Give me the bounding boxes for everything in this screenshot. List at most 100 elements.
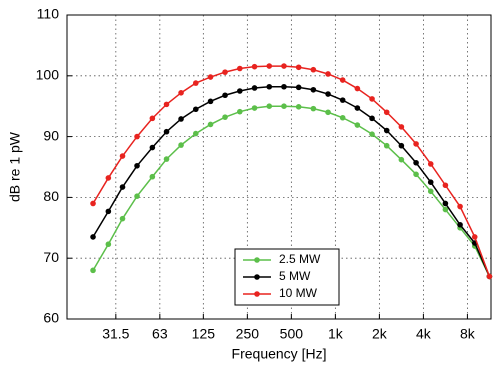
data-point <box>457 203 463 210</box>
data-point <box>369 96 375 102</box>
data-point <box>339 97 346 103</box>
y-tick-label: 110 <box>37 6 60 22</box>
data-point <box>207 121 214 128</box>
x-axis-label: Frequency [Hz] <box>232 346 327 362</box>
data-point <box>442 206 449 213</box>
data-point <box>427 188 434 195</box>
data-point <box>237 65 243 72</box>
legend-marker <box>254 274 260 280</box>
data-point <box>178 142 184 148</box>
data-point <box>354 105 361 111</box>
data-point <box>105 241 112 248</box>
series-line <box>92 85 491 277</box>
data-point <box>251 105 258 111</box>
data-point <box>192 106 199 113</box>
data-point <box>369 115 375 122</box>
data-point <box>192 130 199 137</box>
data-point <box>178 90 184 96</box>
x-tick-label: 63 <box>152 326 168 342</box>
data-point <box>105 208 112 215</box>
plot-frame <box>66 14 492 320</box>
data-point <box>281 63 287 69</box>
data-point <box>383 127 390 134</box>
y-tick-label: 100 <box>36 67 60 83</box>
data-point <box>149 144 156 151</box>
data-point <box>325 71 331 77</box>
x-tick-label: 125 <box>192 326 216 342</box>
data-point <box>383 142 390 149</box>
data-point <box>237 108 243 115</box>
data-point <box>427 179 434 185</box>
data-point <box>105 175 112 181</box>
legend-marker <box>254 291 260 297</box>
x-tick-label: 1k <box>328 326 344 342</box>
data-point <box>266 103 273 109</box>
data-point <box>222 92 228 99</box>
data-point <box>295 84 302 91</box>
data-point <box>383 109 390 116</box>
data-point <box>427 161 434 167</box>
y-tick-label: 90 <box>43 127 59 143</box>
y-axis-label: dB re 1 pW <box>7 131 23 202</box>
y-tick-label: 80 <box>43 188 59 204</box>
data-point <box>119 184 126 190</box>
data-point <box>413 171 419 178</box>
data-point <box>134 162 140 169</box>
data-point <box>222 114 228 120</box>
data-point <box>310 66 317 73</box>
data-point <box>90 267 96 274</box>
data-point <box>90 200 96 207</box>
data-point <box>281 83 287 90</box>
data-point <box>339 114 346 121</box>
x-tick-label: 500 <box>280 326 304 342</box>
data-point <box>325 91 331 97</box>
data-point <box>207 98 214 105</box>
data-point <box>413 141 419 147</box>
data-point <box>163 156 170 162</box>
data-point <box>295 104 302 110</box>
data-point <box>281 103 287 109</box>
legend-label: 10 MW <box>279 286 318 300</box>
data-point <box>251 63 258 70</box>
data-point <box>442 182 449 189</box>
legend-marker <box>254 257 260 263</box>
data-point <box>178 116 184 122</box>
data-point <box>442 200 449 207</box>
data-point <box>310 105 317 112</box>
legend-label: 2.5 MW <box>279 252 321 266</box>
data-point <box>398 142 405 149</box>
data-point <box>207 74 214 80</box>
x-tick-label: 250 <box>236 326 260 342</box>
data-point <box>149 173 156 180</box>
data-point <box>163 128 170 135</box>
data-point <box>266 83 273 90</box>
data-point <box>134 193 140 199</box>
data-point <box>457 221 463 228</box>
data-point <box>295 64 302 71</box>
x-tick-label: 4k <box>416 326 432 342</box>
series-line <box>92 65 491 277</box>
x-tick-label: 31.5 <box>102 326 129 342</box>
data-point <box>339 77 346 83</box>
data-point <box>486 273 493 280</box>
y-tick-label: 70 <box>43 249 59 265</box>
x-tick-label: 2k <box>372 326 388 342</box>
data-point <box>310 86 317 93</box>
legend: 2.5 MW 5 MW 10 MW <box>234 248 340 306</box>
data-point <box>192 80 199 86</box>
data-point <box>398 156 405 163</box>
data-point <box>134 133 140 140</box>
data-point <box>119 215 126 222</box>
data-point <box>119 153 126 159</box>
series-line <box>92 105 491 277</box>
data-point <box>149 115 156 122</box>
data-point <box>266 63 273 69</box>
x-tick-label: 8k <box>460 326 476 342</box>
data-point <box>163 101 170 108</box>
data-point <box>251 85 258 91</box>
data-point <box>398 124 405 130</box>
legend-label: 5 MW <box>279 269 311 283</box>
data-point <box>369 131 375 137</box>
data-point <box>325 109 331 116</box>
